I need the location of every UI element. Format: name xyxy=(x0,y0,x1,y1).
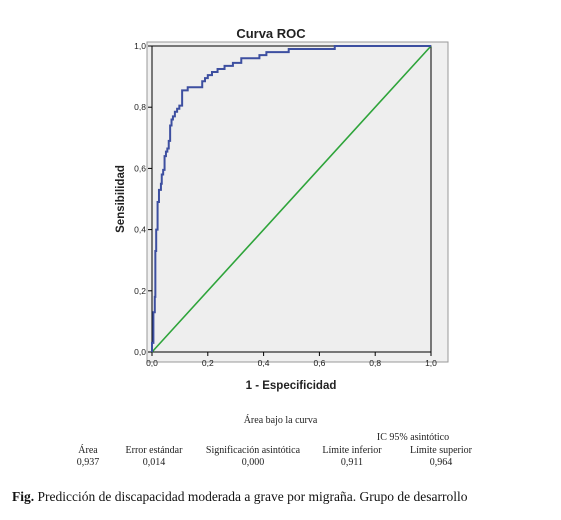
table-header: Significación asintótica xyxy=(205,445,301,456)
table-header: Límite inferior xyxy=(322,445,382,456)
table-col-lower: Límite inferior 0,911 xyxy=(314,445,390,469)
roc-curve-line xyxy=(151,45,431,352)
x-tick-label: 0,6 xyxy=(313,358,325,368)
y-tick-label: 0,2 xyxy=(134,286,146,296)
x-axis-label: 1 - Especificidad xyxy=(246,380,337,392)
table-value: 0,014 xyxy=(142,457,166,468)
table-col-upper: Límite superior 0,964 xyxy=(400,445,482,469)
x-tick-label: 0,8 xyxy=(369,358,381,368)
chart-title: Curva ROC xyxy=(236,26,306,41)
table-value: 0,911 xyxy=(340,457,364,468)
x-tick-label: 1,0 xyxy=(425,358,437,368)
y-tick-label: 0,8 xyxy=(134,102,146,112)
y-tick-label: 0,0 xyxy=(134,347,146,357)
y-tick-label: 1,0 xyxy=(134,41,146,51)
y-axis-label: Sensibilidad xyxy=(115,165,127,233)
x-axis: 0,0 0,2 0,4 0,6 0,8 1,0 xyxy=(146,352,437,368)
caption-label: Fig. xyxy=(12,489,35,504)
y-tick-label: 0,6 xyxy=(134,163,146,173)
table-value: 0,937 xyxy=(76,457,100,468)
ci-header: IC 95% asintótico xyxy=(376,432,450,443)
table-value: 0,000 xyxy=(241,457,265,468)
table-col-significance: Significación asintótica 0,000 xyxy=(196,445,310,469)
x-tick-label: 0,2 xyxy=(202,358,214,368)
x-tick-label: 0,0 xyxy=(146,358,158,368)
table-header: Error estándar xyxy=(125,445,183,456)
caption-text: Predicción de discapacidad moderada a gr… xyxy=(34,489,468,504)
series-layer xyxy=(151,45,432,353)
table-value: 0,964 xyxy=(429,457,453,468)
table-title: Área bajo la curva xyxy=(243,415,318,426)
table-header: Límite superior xyxy=(410,445,472,456)
reference-diagonal-line xyxy=(151,45,432,353)
x-tick-label: 0,4 xyxy=(258,358,270,368)
table-col-area: Área 0,937 xyxy=(72,445,104,469)
y-tick-label: 0,4 xyxy=(134,225,146,235)
table-header: Área xyxy=(78,445,98,456)
table-col-error: Error estándar 0,014 xyxy=(114,445,194,469)
figure-caption: Fig. Predicción de discapacidad moderada… xyxy=(12,489,467,505)
roc-chart: Curva ROC 0,0 0,2 0,4 0,6 0,8 1,0 0,00,20,40,… xyxy=(115,26,449,392)
